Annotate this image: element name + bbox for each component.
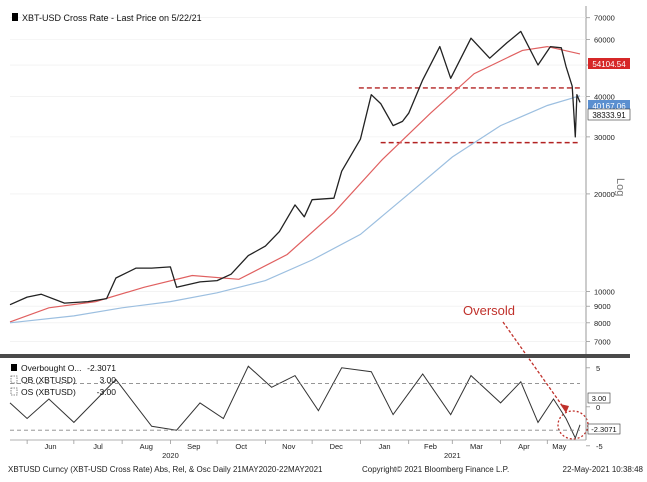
osc-tick-label: 0 (596, 403, 600, 412)
osc-legend-ob-marker-icon (10, 375, 18, 384)
x-tick-label: Aug (140, 442, 153, 451)
osc-legend-os-marker-icon (10, 387, 18, 396)
price-tick-label: 8000 (594, 319, 611, 328)
osc-legend-row3-value: -3.00 (97, 387, 117, 397)
price-tick-label: 40000 (594, 92, 615, 101)
oversold-arrow (502, 321, 567, 412)
x-tick-label: Dec (330, 442, 344, 451)
price-tick-label: 9000 (594, 302, 611, 311)
osc-value-tag-bg (587, 423, 621, 435)
x-tick-label: Jul (93, 442, 103, 451)
price-tick-label: 10000 (594, 287, 615, 296)
panel-separator (0, 354, 630, 358)
price-series (9, 30, 581, 306)
x-tick-label: Jan (379, 442, 391, 451)
x-tick-label: Apr (518, 442, 530, 451)
x-tick-label: Oct (235, 442, 248, 451)
x-tick-label: Jun (44, 442, 56, 451)
osc-value-tag: -2.3071 (591, 425, 616, 434)
osc-legend-row2-value: 3.00 (99, 375, 116, 385)
price-line (9, 30, 581, 306)
osc-line (9, 365, 581, 440)
reference-lines (358, 87, 580, 144)
moving-average-line (9, 95, 581, 324)
log-scale-label: Log (614, 178, 626, 196)
oversold-arrowhead-icon (560, 404, 569, 413)
oversold-circle (557, 410, 589, 440)
osc-legend-row1-value: -2.3071 (87, 363, 116, 373)
oscillator-axis-ticks: -5 0 5 (586, 364, 603, 451)
x-tick-label: May (552, 442, 566, 451)
x-axis: Jun Jul Aug Sep Oct Nov Dec Jan Feb Mar Apr May 2020… (10, 439, 586, 460)
osc-ob-tag-bg (587, 392, 611, 404)
x-year-label: 2020 (162, 451, 179, 460)
price-tick-label: 30000 (594, 133, 615, 142)
chart-title: XBT-USD Cross Rate - Last Price on 5/22/… (22, 13, 202, 23)
last-price-tag-bg (587, 108, 631, 121)
x-year-label: 2021 (444, 451, 461, 460)
price-tick-label: 60000 (594, 35, 615, 44)
footer-copyright: Copyright© 2021 Bloomberg Finance L.P. (362, 465, 509, 474)
x-tick-label: Sep (187, 442, 200, 451)
x-tick-label: Mar (470, 442, 483, 451)
osc-tick-label: 5 (596, 364, 600, 373)
oversold-annotation: Oversold (463, 303, 515, 318)
osc-legend-row3-label: OS (XBTUSD) (21, 387, 76, 397)
price-gridlines (10, 17, 586, 342)
x-tick-label: Feb (424, 442, 437, 451)
last-price-tag: 38333.91 (592, 111, 626, 120)
x-tick-label: Nov (282, 442, 296, 451)
ma50-price-tag-bg (588, 58, 630, 69)
title-marker-icon (12, 13, 18, 21)
price-tick-label: 20000 (594, 190, 615, 199)
footer-ticker-info: XBTUSD Curncy (XBT-USD Cross Rate) Abs, … (8, 465, 323, 474)
osc-legend-row1-label: Overbought O... (21, 363, 81, 373)
osc-legend-row2-label: OB (XBTUSD) (21, 375, 76, 385)
price-tick-label: 70000 (594, 14, 615, 23)
osc-ob-tag: 3.00 (592, 394, 607, 403)
ma50-price-tag: 54104.54 (592, 60, 626, 69)
ma200-price-tag: 40167.06 (592, 102, 626, 111)
osc-legend-marker-icon (11, 364, 17, 371)
ma200-price-tag-bg (588, 100, 630, 111)
price-plot-area (8, 6, 586, 354)
oscillator-series (9, 365, 581, 440)
footer-timestamp: 22-May-2021 10:38:48 (563, 465, 644, 474)
price-tick-label: 7000 (594, 338, 611, 347)
osc-tick-label: -5 (596, 442, 603, 451)
